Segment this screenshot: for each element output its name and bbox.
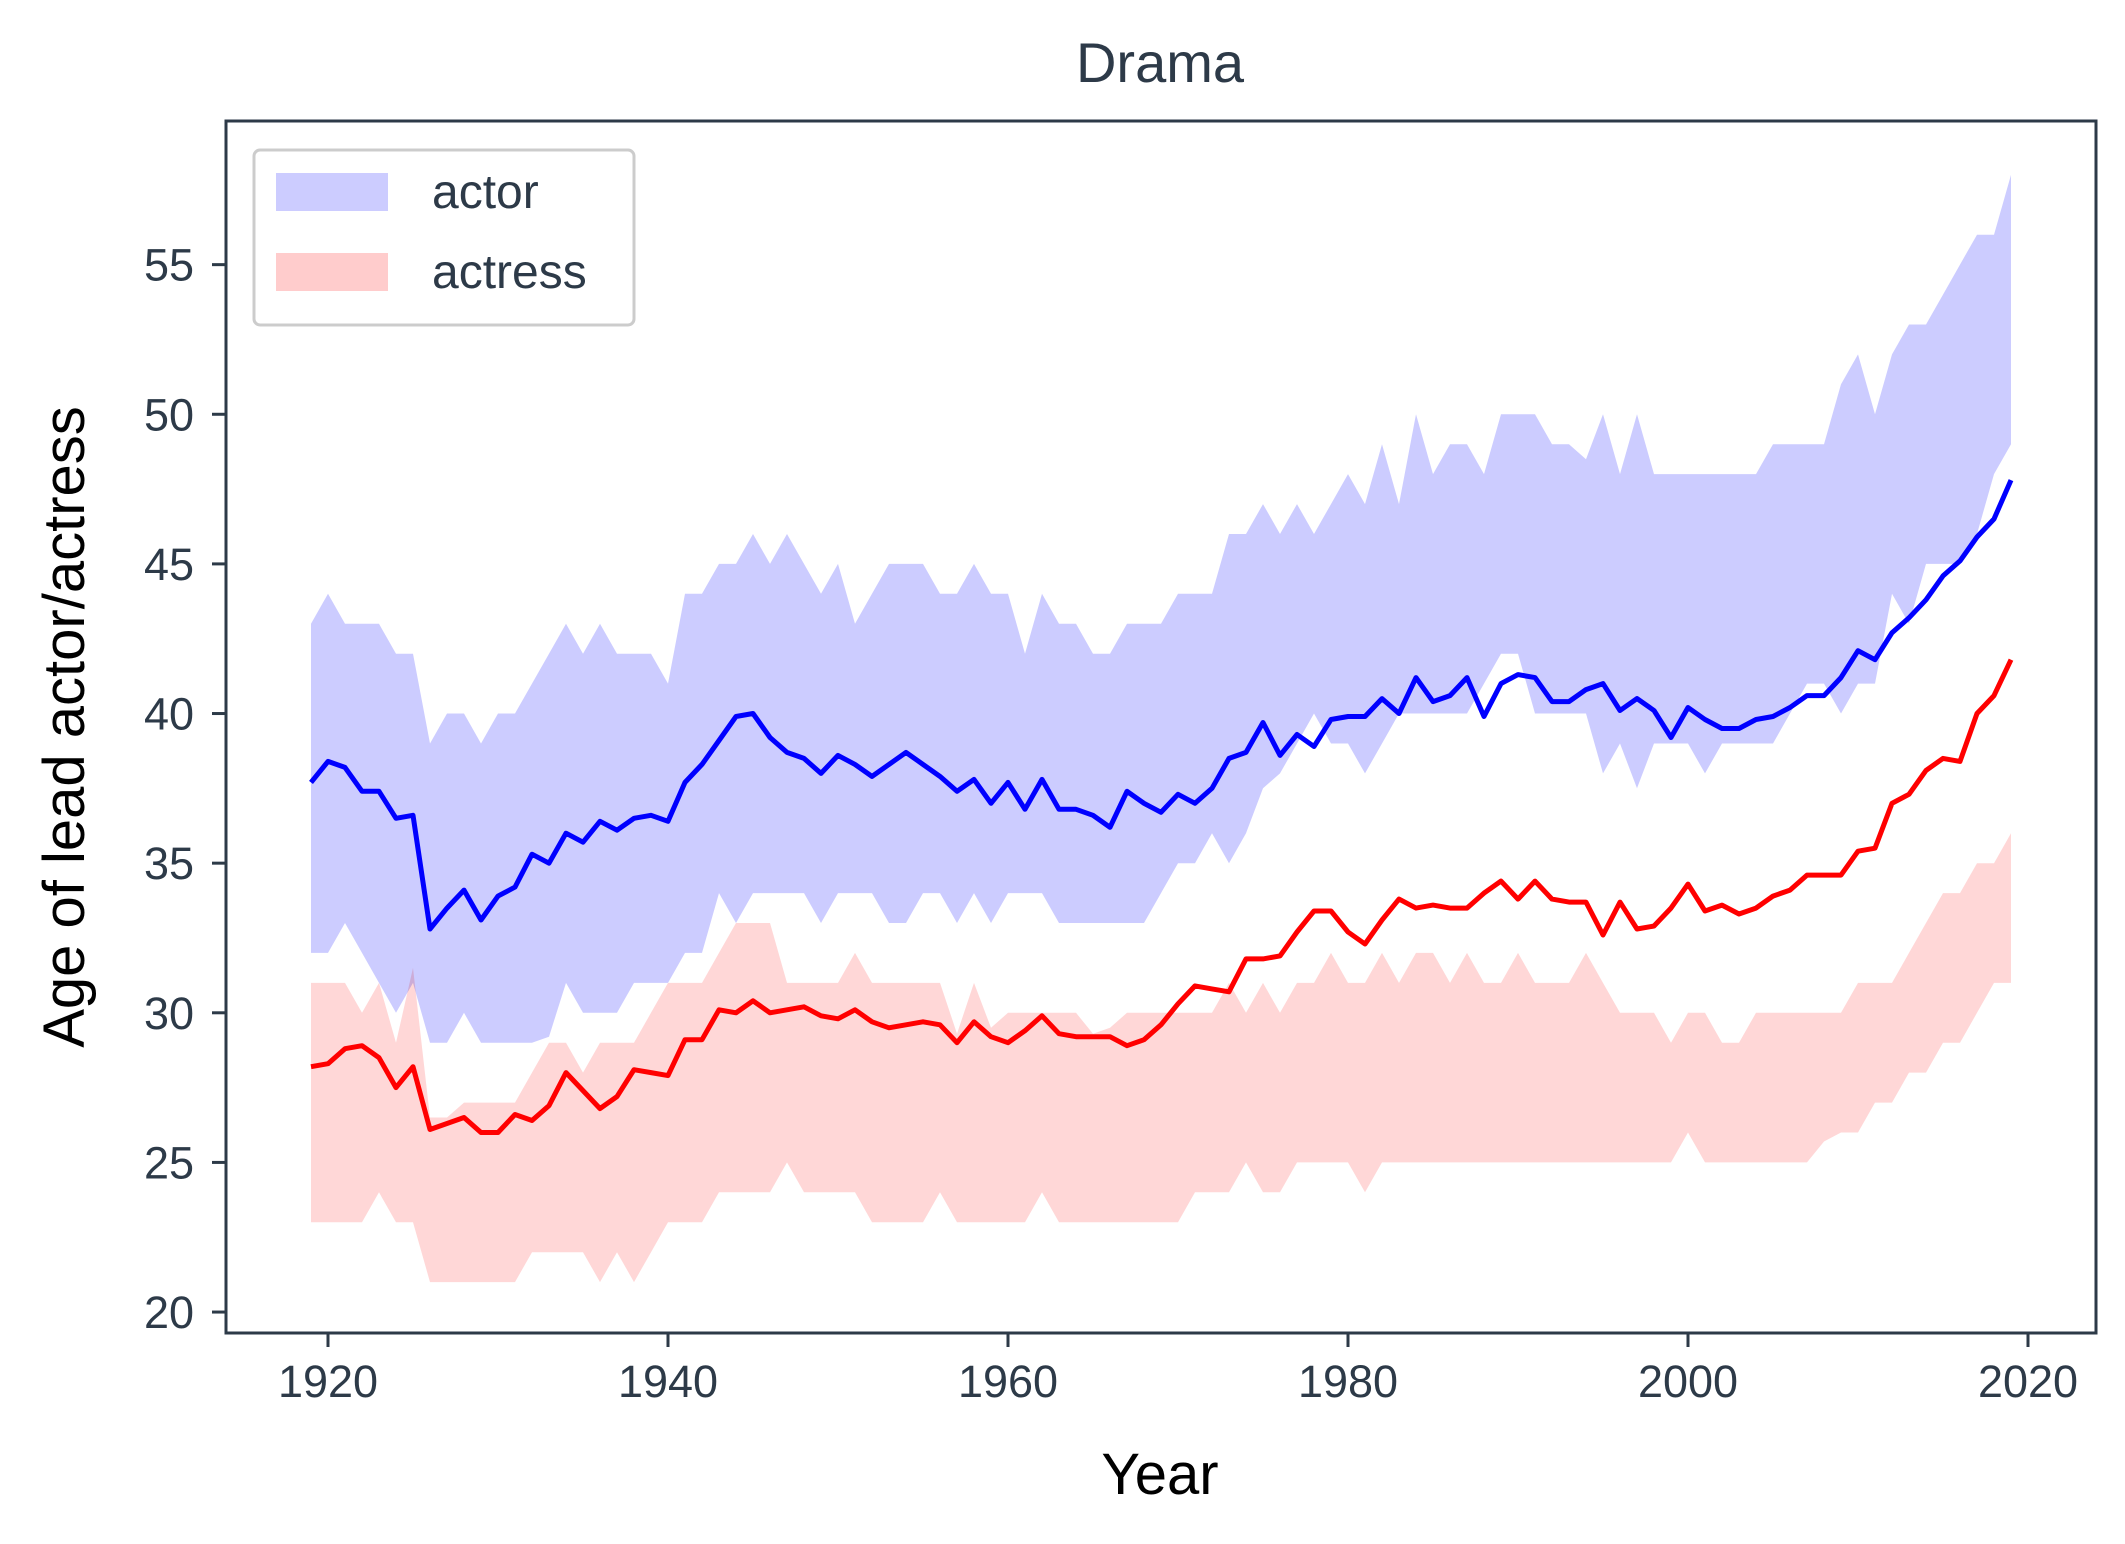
axes-frame — [224, 119, 2098, 1335]
actress-mean-line — [310, 658, 2014, 1135]
x-tick-label: 2020 — [1978, 1356, 2078, 1407]
actor-band — [311, 174, 2011, 1043]
confidence-bands — [311, 174, 2011, 1283]
mean-lines — [309, 479, 2014, 1135]
y-tick-label: 40 — [144, 689, 194, 740]
x-tick-label: 2000 — [1638, 1356, 1738, 1407]
y-tick-label: 50 — [144, 389, 194, 440]
x-tick-label: 1920 — [278, 1356, 378, 1407]
y-tick-label: 20 — [144, 1287, 194, 1338]
y-tick-label: 35 — [144, 838, 194, 889]
y-axis-label: Age of lead actor/actress — [32, 406, 97, 1048]
actress-band — [311, 833, 2011, 1283]
x-axis-ticks: 1920 1940 1960 1980 2000 2020 — [278, 1333, 2078, 1407]
legend-swatch-actress — [276, 253, 388, 291]
x-axis-label: Year — [1101, 1442, 1218, 1507]
chart-title: Drama — [1076, 31, 1245, 94]
x-tick-label: 1960 — [958, 1356, 1058, 1407]
legend-label-actress: actress — [432, 246, 587, 299]
y-axis-ticks: 20 25 30 35 40 45 50 55 — [144, 240, 226, 1338]
actor-mean-line — [309, 479, 2014, 932]
legend-label-actor: actor — [432, 166, 539, 219]
legend-swatch-actor — [276, 173, 388, 211]
legend: actor actress — [252, 148, 636, 327]
x-tick-label: 1980 — [1298, 1356, 1398, 1407]
plot-area — [309, 174, 2014, 1283]
y-tick-label: 45 — [144, 539, 194, 590]
y-tick-label: 55 — [144, 240, 194, 291]
y-tick-label: 25 — [144, 1137, 194, 1188]
x-tick-label: 1940 — [618, 1356, 718, 1407]
y-tick-label: 30 — [144, 988, 194, 1039]
